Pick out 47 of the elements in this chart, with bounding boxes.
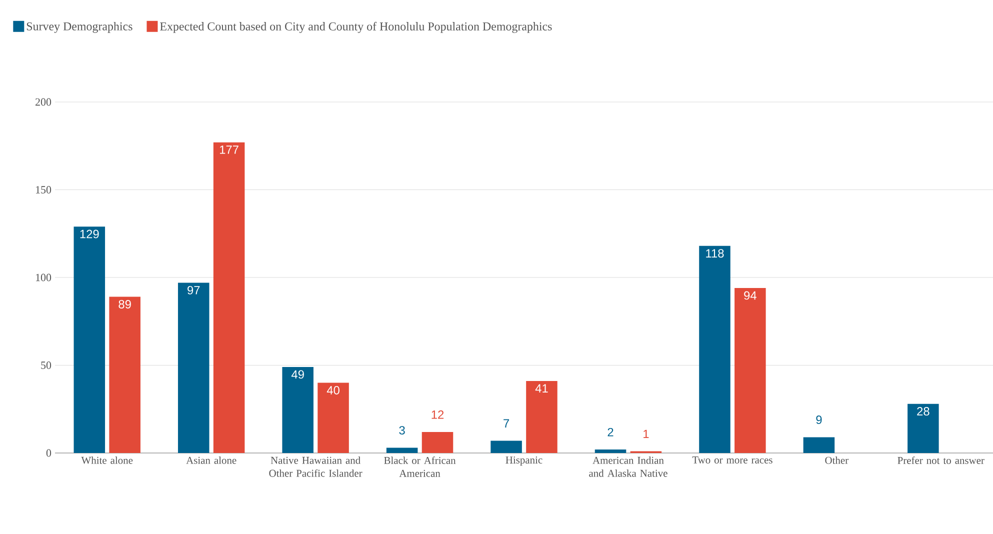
bar — [282, 367, 314, 453]
bar — [490, 440, 522, 453]
data-label: 97 — [188, 286, 200, 294]
bar — [109, 296, 140, 453]
legend-label: Expected Count based on City and County of Honolulu Population Demographics — [160, 22, 552, 33]
x-tick-label: Two or more races — [692, 456, 772, 464]
data-label: 28 — [917, 407, 930, 416]
bar — [213, 142, 245, 453]
bar — [526, 381, 558, 453]
x-tick-label: Other — [825, 456, 848, 464]
data-label: 94 — [744, 291, 756, 300]
x-tick-label: Hispanic — [506, 456, 542, 466]
bar — [908, 404, 939, 453]
data-label: 3 — [399, 426, 405, 435]
data-label: 49 — [291, 370, 304, 379]
x-tick-label: American Indian and Alaska Native — [589, 456, 668, 477]
x-tick-label: Native Hawaiian and Other Pacific Islander — [269, 456, 362, 477]
legend-label: Survey Demographics — [26, 22, 132, 33]
bar — [699, 246, 730, 453]
data-label: 9 — [816, 416, 822, 424]
bar — [734, 288, 766, 453]
data-label: 177 — [220, 146, 238, 154]
y-tick-label: 150 — [36, 186, 52, 194]
data-label: 118 — [706, 249, 724, 258]
bar — [386, 448, 418, 453]
x-tick-label: White alone — [81, 456, 133, 464]
y-tick-label: 0 — [46, 449, 52, 457]
bar — [74, 226, 106, 453]
bar — [594, 449, 626, 453]
data-label: 129 — [80, 230, 99, 238]
data-label: 40 — [326, 386, 340, 394]
x-tick-label: Prefer not to answer — [898, 456, 984, 464]
data-label: 89 — [118, 300, 131, 308]
x-tick-label: Asian alone — [186, 456, 236, 464]
bar — [803, 437, 835, 453]
data-label: 7 — [504, 419, 510, 428]
x-tick-label: Black or African American — [384, 456, 456, 477]
bar — [422, 432, 454, 453]
data-label: 41 — [535, 384, 548, 392]
data-label: 2 — [608, 428, 614, 436]
bar — [318, 382, 349, 453]
y-tick-label: 200 — [36, 98, 52, 106]
data-label: 12 — [432, 410, 444, 419]
y-tick-label: 100 — [36, 274, 52, 282]
data-label: 1 — [644, 430, 649, 438]
y-tick-label: 50 — [41, 362, 52, 369]
bar — [178, 282, 210, 453]
